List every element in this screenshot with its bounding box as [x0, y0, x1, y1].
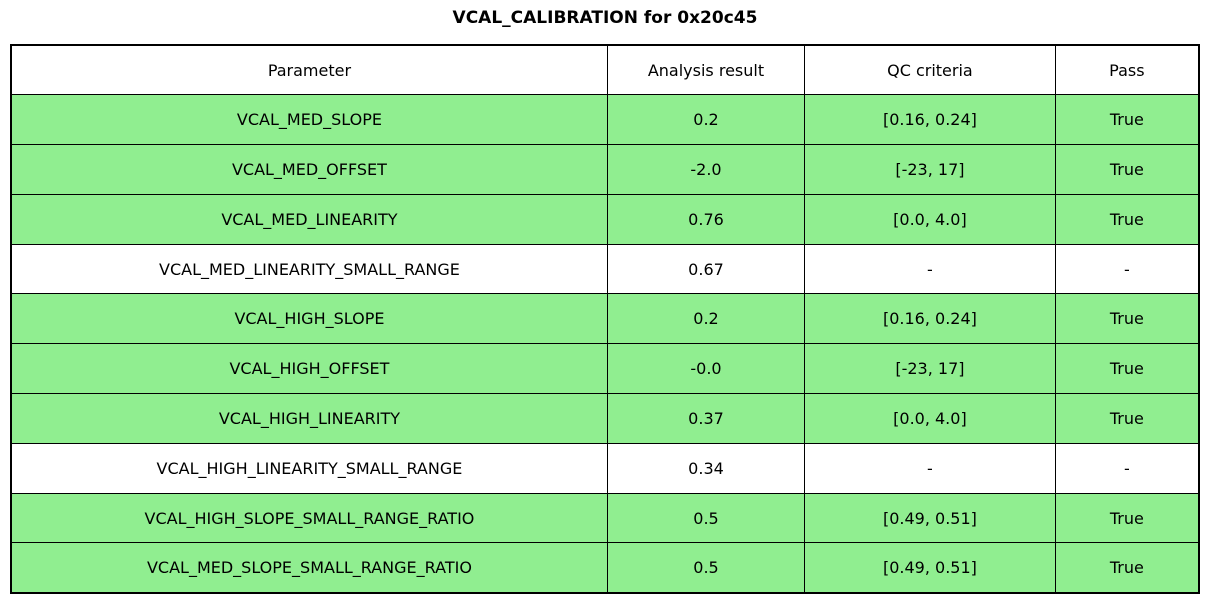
cell-qc-criteria: [0.16, 0.24] [804, 293, 1056, 345]
table-row: VCAL_MED_SLOPE_SMALL_RANGE_RATIO 0.5 [0.49… [10, 542, 1200, 594]
cell-qc-criteria: [0.0, 4.0] [804, 193, 1056, 245]
header-analysis-result: Analysis result [606, 44, 806, 96]
cell-qc-criteria: [0.0, 4.0] [804, 393, 1056, 444]
cell-pass: True [1054, 94, 1200, 146]
table-row: VCAL_MED_LINEARITY 0.76 [0.0, 4.0] True [10, 193, 1200, 245]
header-row: Parameter Analysis result QC criteria Pa… [10, 44, 1200, 96]
cell-analysis-result: 0.5 [606, 542, 806, 594]
header-parameter: Parameter [10, 44, 608, 96]
table-row: VCAL_HIGH_SLOPE 0.2 [0.16, 0.24] True [10, 293, 1200, 345]
cell-parameter: VCAL_MED_SLOPE_SMALL_RANGE_RATIO [10, 542, 608, 594]
header-pass: Pass [1054, 44, 1200, 96]
cell-qc-criteria: [-23, 17] [804, 343, 1056, 395]
cell-pass: True [1054, 144, 1200, 195]
table-row: VCAL_HIGH_LINEARITY 0.37 [0.0, 4.0] True [10, 393, 1200, 444]
cell-pass: True [1054, 293, 1200, 345]
cell-parameter: VCAL_HIGH_LINEARITY_SMALL_RANGE [10, 442, 608, 494]
cell-analysis-result: 0.5 [606, 492, 806, 544]
cell-parameter: VCAL_MED_LINEARITY [10, 193, 608, 245]
cell-qc-criteria: [0.49, 0.51] [804, 492, 1056, 544]
cell-pass: True [1054, 542, 1200, 594]
cell-analysis-result: 0.2 [606, 94, 806, 146]
cell-analysis-result: 0.34 [606, 442, 806, 494]
cell-analysis-result: -2.0 [606, 144, 806, 195]
cell-pass: - [1054, 243, 1200, 295]
cell-analysis-result: 0.37 [606, 393, 806, 444]
cell-pass: True [1054, 343, 1200, 395]
table-row: VCAL_MED_LINEARITY_SMALL_RANGE 0.67- - [10, 243, 1200, 295]
cell-pass: - [1054, 442, 1200, 494]
vcal-calibration-table: Parameter Analysis result QC criteria Pa… [10, 44, 1200, 594]
table-row: VCAL_MED_OFFSET -2.0 [-23, 17] True [10, 144, 1200, 195]
cell-pass: True [1054, 492, 1200, 544]
table-row: VCAL_HIGH_OFFSET -0.0 [-23, 17] True [10, 343, 1200, 395]
cell-parameter: VCAL_HIGH_SLOPE [10, 293, 608, 345]
header-qc-criteria: QC criteria [804, 44, 1056, 96]
cell-parameter: VCAL_MED_SLOPE [10, 94, 608, 146]
cell-qc-criteria: [-23, 17] [804, 144, 1056, 195]
cell-parameter: VCAL_MED_LINEARITY_SMALL_RANGE [10, 243, 608, 295]
table-row: VCAL_MED_SLOPE 0.2 [0.16, 0.24] True [10, 94, 1200, 146]
cell-parameter: VCAL_MED_OFFSET [10, 144, 608, 195]
table-row: VCAL_HIGH_SLOPE_SMALL_RANGE_RATIO 0.5 [0.4… [10, 492, 1200, 544]
cell-analysis-result: 0.2 [606, 293, 806, 345]
cell-parameter: VCAL_HIGH_SLOPE_SMALL_RANGE_RATIO [10, 492, 608, 544]
cell-pass: True [1054, 193, 1200, 245]
cell-parameter: VCAL_HIGH_OFFSET [10, 343, 608, 395]
figure-title: VCAL_CALIBRATION for 0x20c45 [452, 8, 758, 28]
table-row: VCAL_HIGH_LINEARITY_SMALL_RANGE 0.34- - [10, 442, 1200, 494]
cell-parameter: VCAL_HIGH_LINEARITY [10, 393, 608, 444]
cell-qc-criteria: - [804, 243, 1056, 295]
cell-qc-criteria: [0.16, 0.24] [804, 94, 1056, 146]
cell-pass: True [1054, 393, 1200, 444]
cell-qc-criteria: [0.49, 0.51] [804, 542, 1056, 594]
cell-analysis-result: -0.0 [606, 343, 806, 395]
cell-analysis-result: 0.76 [606, 193, 806, 245]
cell-qc-criteria: - [804, 442, 1056, 494]
cell-analysis-result: 0.67 [606, 243, 806, 295]
